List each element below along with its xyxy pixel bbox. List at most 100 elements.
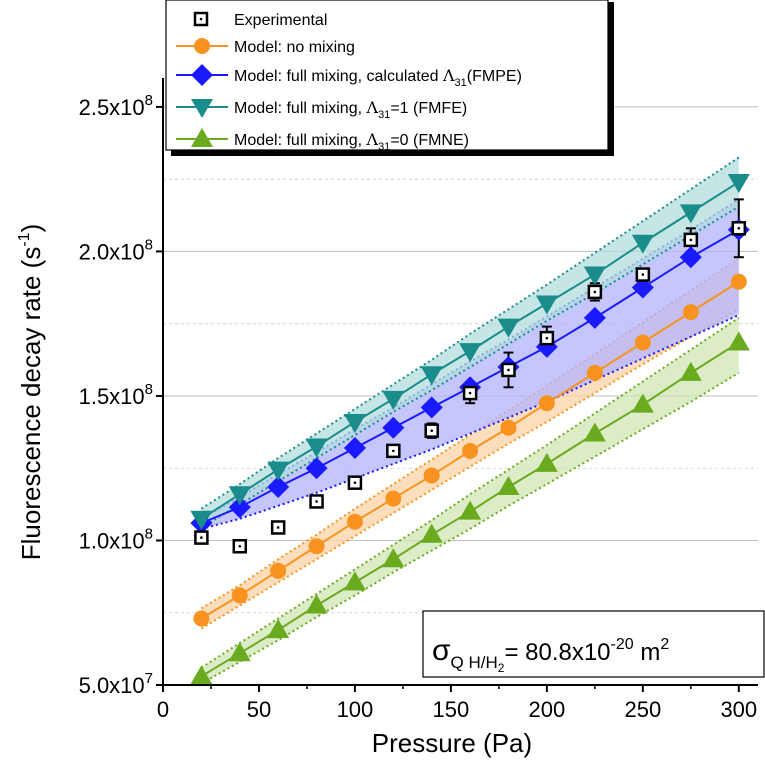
- y-axis-title: Fluorescence decay rate (s-1): [16, 224, 46, 561]
- legend-marker-2: [191, 64, 213, 86]
- data-point-0: [309, 494, 324, 509]
- y-tick-mantissa: 2.5x10: [79, 95, 145, 120]
- data-point-3: [727, 174, 750, 194]
- y-axis-title-close: ): [16, 224, 46, 233]
- data-point-0: [635, 267, 651, 282]
- y-tick-exponent: 7: [145, 670, 153, 687]
- data-point-4-shape: [631, 393, 654, 413]
- legend-label-lambda: Λ: [366, 130, 379, 149]
- band-lower-1: [200, 308, 740, 630]
- data-point-1: [634, 334, 651, 351]
- legend-label-text: Model: full mixing, calculated: [234, 68, 443, 85]
- data-point-1: [730, 273, 747, 290]
- data-point-3-shape: [727, 174, 750, 194]
- y-tick-label: 1.5x108: [79, 381, 153, 409]
- data-point-4: [267, 619, 290, 639]
- annotation-equals: = 80.8x10: [504, 639, 610, 666]
- data-point-4-shape: [420, 523, 443, 543]
- data-point-1-shape: [682, 304, 699, 321]
- data-point-3-shape: [305, 438, 328, 458]
- data-point-4-shape: [228, 642, 251, 662]
- data-point-4-shape: [459, 500, 482, 520]
- annotation-unit-exponent: 2: [660, 636, 669, 653]
- data-point-2: [228, 496, 251, 519]
- data-point-1-shape: [586, 364, 603, 381]
- data-point-0: [386, 443, 401, 459]
- data-point-1: [538, 395, 555, 412]
- legend-label-lambda: Λ: [366, 98, 379, 117]
- x-tick-label: 250: [624, 697, 661, 722]
- data-point-3: [343, 413, 366, 433]
- data-point-3: [420, 366, 443, 386]
- data-point-2-shape: [305, 457, 328, 480]
- x-axis-ticks: 0 50 100 150 200 250 300: [157, 685, 757, 722]
- annotation-box: [422, 610, 765, 678]
- data-point-1: [385, 490, 402, 507]
- data-point-4: [535, 452, 558, 472]
- legend-label-subscript: 31: [378, 109, 390, 121]
- y-tick-label: 1.0x108: [79, 525, 153, 553]
- y-tick-mantissa: 2.0x10: [79, 239, 145, 264]
- annotation-subscript: Q H/H: [451, 653, 498, 672]
- data-point-0: [424, 423, 439, 438]
- y-tick-label: 2.0x108: [79, 236, 153, 264]
- data-point-2-shape: [267, 476, 290, 499]
- legend-label-subscript: 31: [378, 141, 390, 153]
- data-point-1-shape: [270, 562, 287, 579]
- data-point-3: [497, 318, 520, 338]
- legend-marker-3-shape: [191, 99, 213, 118]
- data-point-3: [305, 438, 328, 458]
- data-point-3-shape: [583, 266, 606, 286]
- data-point-3-shape: [631, 234, 654, 254]
- y-axis-title-superscript: -1: [16, 232, 33, 246]
- data-point-3-shape: [228, 486, 251, 506]
- legend-item-4: Model: full mixing, Λ31=0 (FMNE): [176, 128, 469, 153]
- data-point-2-shape: [228, 496, 251, 519]
- data-point-0: [683, 232, 699, 248]
- data-point-1-shape: [538, 395, 555, 412]
- data-point-4: [190, 665, 213, 685]
- band-lower-2: [201, 314, 740, 530]
- legend: Experimental Model: no mixing Model: full …: [165, 0, 614, 156]
- x-axis-title: Pressure (Pa): [372, 728, 532, 758]
- data-point-1: [308, 538, 325, 555]
- data-point-4: [420, 523, 443, 543]
- data-point-0-dot: [315, 500, 318, 503]
- legend-marker-4-shape: [191, 128, 213, 147]
- data-point-0: [270, 520, 286, 535]
- data-point-2: [583, 306, 606, 329]
- y-tick-label: 5.0x107: [79, 670, 153, 698]
- legend-label-lambda: Λ: [442, 66, 455, 85]
- data-point-1: [270, 562, 287, 579]
- x-tick-label: 150: [433, 697, 470, 722]
- annotation-subscript-2: 2: [498, 661, 505, 675]
- data-point-1-shape: [730, 273, 747, 290]
- data-point-1-shape: [634, 334, 651, 351]
- data-point-0-dot: [593, 290, 597, 294]
- data-point-0: [731, 221, 747, 236]
- data-point-0: [462, 385, 478, 401]
- data-point-1-shape: [308, 538, 325, 555]
- legend-item-0: Experimental: [193, 11, 327, 29]
- data-point-3: [228, 486, 251, 506]
- legend-items: Experimental Model: no mixing Model: full …: [176, 11, 522, 153]
- x-tick-label: 0: [157, 697, 169, 722]
- legend-label-text: Model: full mixing,: [234, 100, 367, 117]
- data-point-4: [583, 422, 606, 442]
- legend-label-subscript: 31: [455, 77, 467, 89]
- data-point-1-shape: [500, 419, 517, 436]
- data-point-3-shape: [382, 390, 405, 410]
- data-point-2: [305, 457, 328, 480]
- x-tick-label: 50: [247, 697, 271, 722]
- data-point-2-shape: [420, 396, 443, 419]
- data-point-1: [193, 610, 210, 627]
- y-tick-exponent: 8: [145, 92, 153, 109]
- legend-label-1: Model: no mixing: [234, 39, 355, 56]
- data-point-1: [346, 513, 363, 530]
- data-point-0-dot: [238, 544, 242, 548]
- legend-marker-1: [194, 38, 210, 54]
- data-point-2-shape: [343, 436, 366, 459]
- data-point-0-dot: [353, 481, 357, 484]
- legend-item-2: Model: full mixing, calculated Λ31(FMPE): [176, 64, 522, 89]
